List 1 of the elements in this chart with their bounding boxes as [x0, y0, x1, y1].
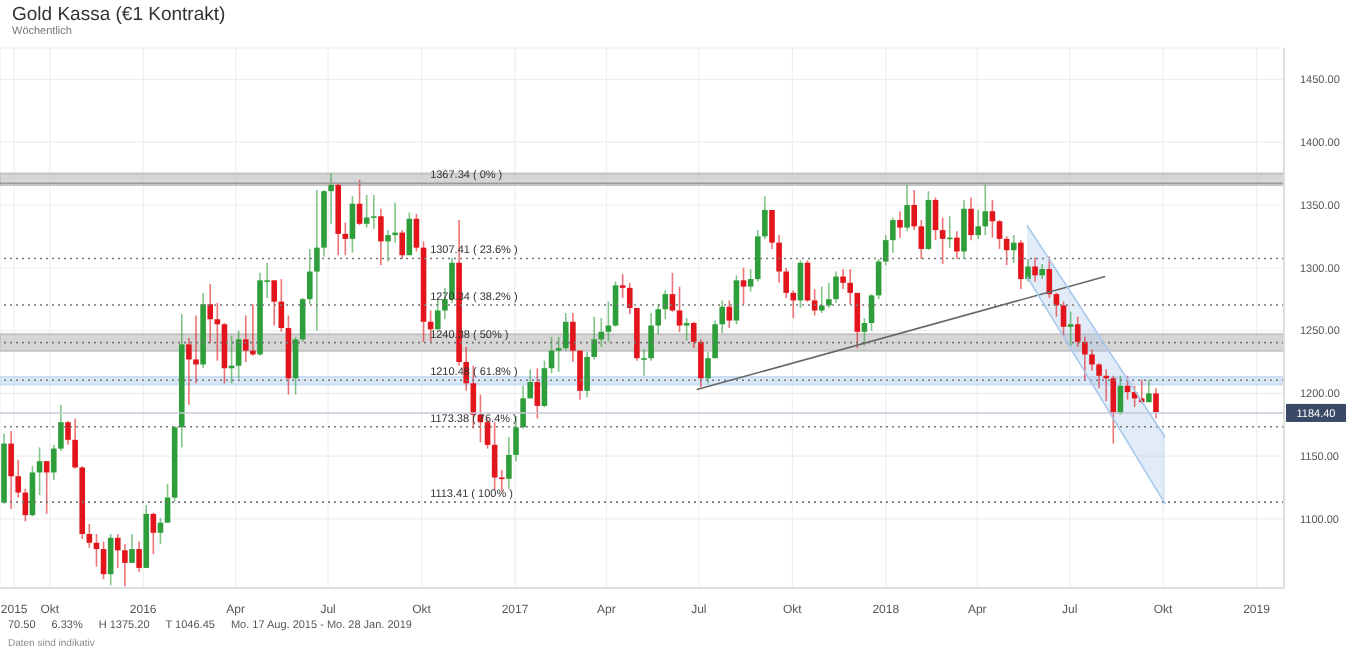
chart-title: Gold Kassa (€1 Kontrakt): [12, 4, 226, 26]
